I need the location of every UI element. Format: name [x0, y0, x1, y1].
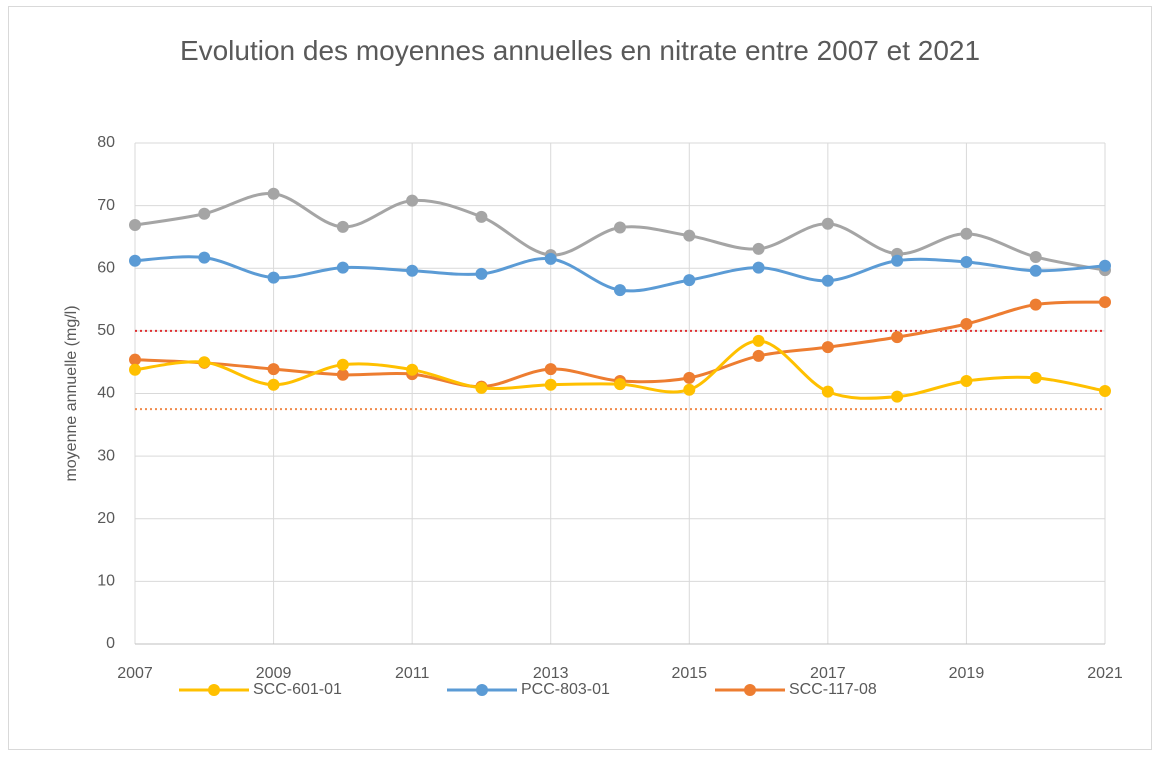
- y-tick-label: 40: [97, 385, 115, 402]
- data-point: [336, 261, 349, 274]
- y-tick-label: 0: [106, 635, 115, 652]
- data-point: [1029, 298, 1042, 311]
- x-tick-label: 2021: [1087, 665, 1123, 682]
- data-point: [198, 251, 211, 264]
- data-point: [336, 358, 349, 371]
- data-point: [752, 334, 765, 347]
- data-point: [891, 254, 904, 267]
- data-point: [752, 261, 765, 274]
- data-point: [821, 385, 834, 398]
- legend-label: SCC-601-01: [253, 681, 342, 698]
- x-tick-label: 2013: [533, 665, 569, 682]
- data-point: [614, 378, 626, 391]
- x-tick-label: 2019: [949, 665, 985, 682]
- x-tick-label: 2015: [671, 665, 707, 682]
- y-tick-label: 70: [97, 197, 115, 214]
- data-point: [267, 378, 280, 391]
- data-point: [267, 363, 280, 376]
- data-point: [406, 363, 419, 376]
- y-tick-label: 50: [97, 322, 115, 339]
- y-tick-label: 30: [97, 447, 115, 464]
- data-point: [406, 264, 419, 277]
- data-point: [683, 229, 696, 242]
- chart-frame: [8, 6, 1152, 750]
- x-tick-label: 2007: [117, 665, 153, 682]
- data-point: [475, 381, 488, 394]
- chart-title: Evolution des moyennes annuelles en nitr…: [179, 35, 981, 66]
- data-point: [614, 221, 626, 234]
- data-point: [1099, 296, 1111, 309]
- data-point: [683, 371, 696, 384]
- data-point: [821, 274, 834, 287]
- y-tick-label: 20: [97, 510, 115, 527]
- data-point: [1099, 384, 1111, 397]
- x-tick-label: 2017: [810, 665, 846, 682]
- data-point: [198, 356, 211, 369]
- y-tick-label: 10: [97, 573, 115, 590]
- data-point: [1029, 371, 1042, 384]
- data-point: [960, 227, 973, 240]
- y-tick-label: 80: [97, 134, 115, 151]
- x-tick-label: 2011: [395, 665, 430, 682]
- data-point: [891, 390, 904, 403]
- data-point: [821, 217, 834, 230]
- data-point: [821, 341, 834, 354]
- legend-label: SCC-117-08: [789, 681, 877, 698]
- x-tick-label: 2009: [256, 665, 292, 682]
- legend-label: PCC-803-01: [521, 681, 610, 698]
- data-point: [1099, 259, 1111, 272]
- data-point: [129, 254, 141, 267]
- data-point: [960, 317, 973, 330]
- legend-marker: [476, 684, 488, 696]
- data-point: [683, 274, 696, 287]
- data-point: [129, 219, 141, 232]
- y-axis-label: moyenne annuelle (mg/l): [63, 305, 80, 481]
- data-point: [544, 252, 557, 265]
- data-point: [1029, 250, 1042, 263]
- data-point: [960, 255, 973, 268]
- data-point: [683, 383, 696, 396]
- y-tick-label: 60: [97, 259, 115, 276]
- data-point: [752, 242, 765, 255]
- data-point: [614, 284, 626, 297]
- data-point: [475, 267, 488, 280]
- data-point: [544, 378, 557, 391]
- data-point: [129, 353, 141, 366]
- data-point: [960, 374, 973, 387]
- series-line: [134, 300, 1106, 389]
- data-point: [1029, 264, 1042, 277]
- data-point: [891, 331, 904, 344]
- legend-marker: [208, 684, 220, 696]
- data-point: [336, 220, 349, 233]
- data-point: [198, 207, 211, 220]
- data-point: [267, 271, 280, 284]
- data-point: [475, 210, 488, 223]
- data-point: [544, 363, 557, 376]
- data-point: [129, 363, 141, 376]
- data-point: [267, 187, 280, 200]
- legend-marker: [744, 684, 756, 696]
- data-point: [336, 368, 349, 381]
- data-point: [406, 194, 419, 207]
- data-point: [752, 349, 765, 362]
